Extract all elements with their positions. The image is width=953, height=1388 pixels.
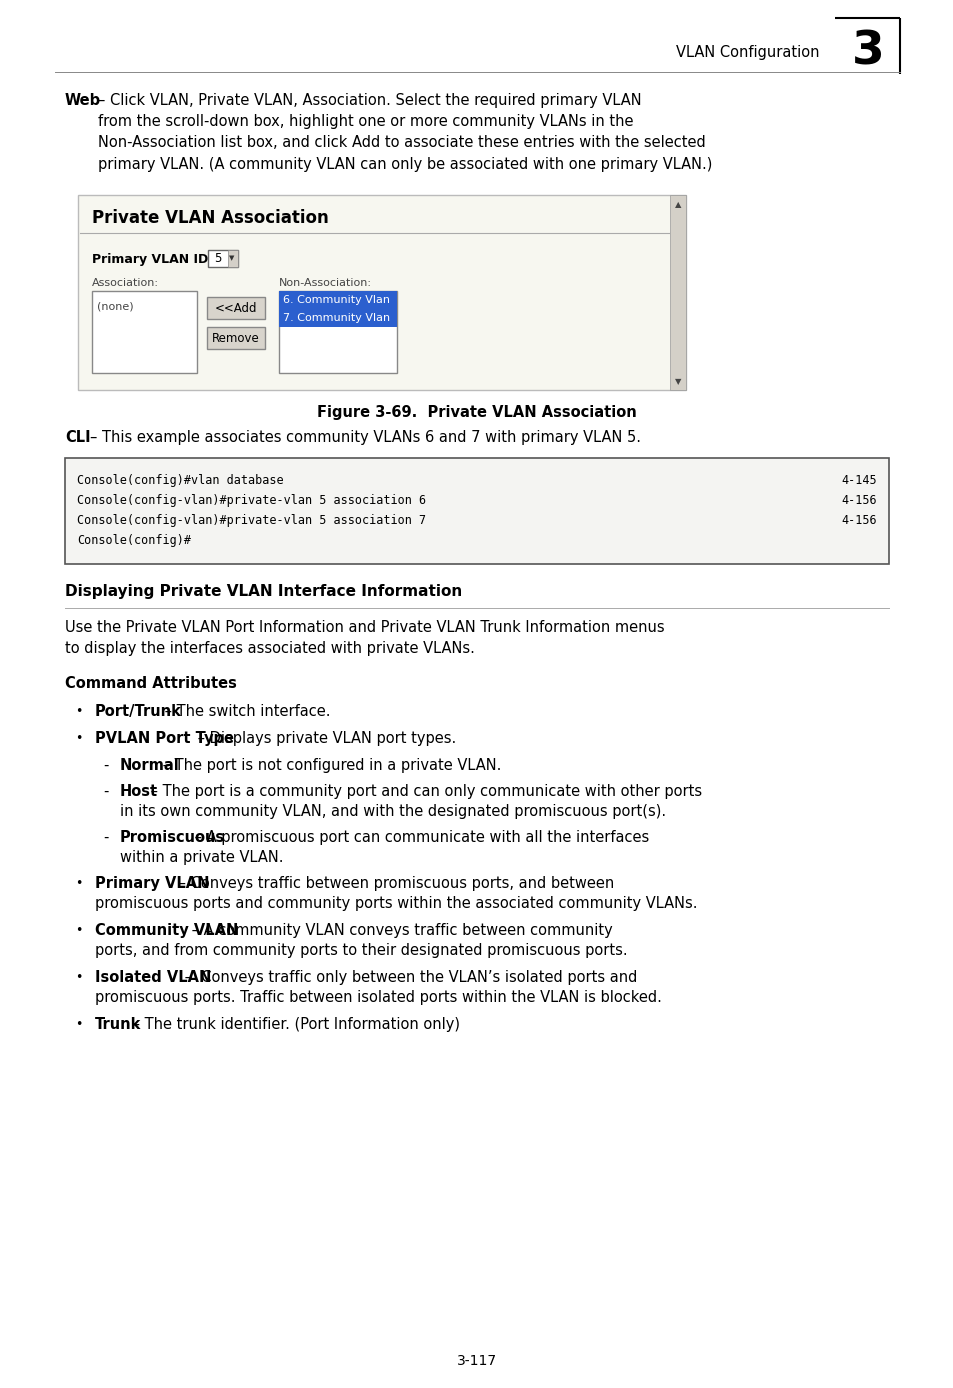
Bar bbox=[91, 291, 196, 373]
Text: Remove: Remove bbox=[212, 332, 259, 344]
Text: – The trunk identifier. (Port Information only): – The trunk identifier. (Port Informatio… bbox=[128, 1017, 459, 1033]
Text: in its own community VLAN, and with the designated promiscuous port(s).: in its own community VLAN, and with the … bbox=[120, 804, 665, 819]
Text: Console(config)#vlan database: Console(config)#vlan database bbox=[77, 473, 283, 487]
Bar bbox=[208, 250, 237, 266]
Text: Community VLAN: Community VLAN bbox=[95, 923, 238, 938]
Text: – The port is a community port and can only communicate with other ports: – The port is a community port and can o… bbox=[146, 784, 701, 799]
Bar bbox=[207, 297, 265, 319]
Text: – This example associates community VLANs 6 and 7 with primary VLAN 5.: – This example associates community VLAN… bbox=[90, 430, 640, 446]
Text: Console(config-vlan)#private-vlan 5 association 7: Console(config-vlan)#private-vlan 5 asso… bbox=[77, 514, 426, 527]
Text: Promiscuous: Promiscuous bbox=[120, 830, 225, 845]
Text: Isolated VLAN: Isolated VLAN bbox=[95, 970, 212, 985]
Text: 3: 3 bbox=[851, 29, 883, 75]
Text: promiscuous ports. Traffic between isolated ports within the VLAN is blocked.: promiscuous ports. Traffic between isola… bbox=[95, 990, 661, 1005]
Text: – The switch interface.: – The switch interface. bbox=[160, 704, 331, 719]
Text: Console(config)#: Console(config)# bbox=[77, 534, 191, 547]
Text: Private VLAN Association: Private VLAN Association bbox=[91, 210, 329, 228]
Text: – Displays private VLAN port types.: – Displays private VLAN port types. bbox=[193, 731, 456, 745]
Text: Use the Private VLAN Port Information and Private VLAN Trunk Information menus
t: Use the Private VLAN Port Information an… bbox=[65, 620, 664, 657]
Text: 4-145: 4-145 bbox=[841, 473, 876, 487]
Text: •: • bbox=[75, 705, 82, 718]
Text: Command Attributes: Command Attributes bbox=[65, 676, 236, 691]
Text: Trunk: Trunk bbox=[95, 1017, 141, 1033]
Text: •: • bbox=[75, 972, 82, 984]
Bar bbox=[228, 250, 237, 266]
Text: •: • bbox=[75, 924, 82, 937]
Text: CLI: CLI bbox=[65, 430, 91, 446]
Text: Normal: Normal bbox=[120, 758, 179, 773]
Bar bbox=[65, 458, 888, 564]
Text: PVLAN Port Type: PVLAN Port Type bbox=[95, 731, 233, 745]
Text: VLAN Configuration: VLAN Configuration bbox=[676, 44, 820, 60]
Text: Console(config-vlan)#private-vlan 5 association 6: Console(config-vlan)#private-vlan 5 asso… bbox=[77, 494, 426, 507]
Text: Figure 3-69.  Private VLAN Association: Figure 3-69. Private VLAN Association bbox=[316, 405, 637, 421]
Text: -: - bbox=[103, 758, 109, 773]
Text: Primary VLAN ID:: Primary VLAN ID: bbox=[91, 253, 213, 266]
Text: Association:: Association: bbox=[91, 278, 159, 287]
Text: •: • bbox=[75, 731, 82, 745]
Text: Primary VLAN: Primary VLAN bbox=[95, 876, 210, 891]
Text: •: • bbox=[75, 1017, 82, 1031]
Text: Web: Web bbox=[65, 93, 101, 108]
Text: 5: 5 bbox=[213, 251, 221, 265]
Text: Non-Association:: Non-Association: bbox=[278, 278, 372, 287]
Text: 3-117: 3-117 bbox=[456, 1355, 497, 1369]
Text: 7. Community Vlan: 7. Community Vlan bbox=[283, 314, 390, 323]
Text: 6. Community Vlan: 6. Community Vlan bbox=[283, 296, 390, 305]
Bar bbox=[278, 310, 396, 328]
Bar bbox=[278, 291, 396, 373]
Text: Host: Host bbox=[120, 784, 158, 799]
Text: promiscuous ports and community ports within the associated community VLANs.: promiscuous ports and community ports wi… bbox=[95, 897, 697, 911]
Bar bbox=[78, 194, 685, 390]
Text: -: - bbox=[103, 830, 109, 845]
Text: – Click VLAN, Private VLAN, Association. Select the required primary VLAN
from t: – Click VLAN, Private VLAN, Association.… bbox=[98, 93, 712, 172]
Text: ▲: ▲ bbox=[674, 200, 680, 210]
Text: <<Add: <<Add bbox=[214, 301, 257, 315]
Text: 4-156: 4-156 bbox=[841, 514, 876, 527]
Text: 4-156: 4-156 bbox=[841, 494, 876, 507]
Text: Port/Trunk: Port/Trunk bbox=[95, 704, 182, 719]
Text: Displaying Private VLAN Interface Information: Displaying Private VLAN Interface Inform… bbox=[65, 584, 462, 600]
Text: ▼: ▼ bbox=[229, 255, 234, 261]
Bar bbox=[278, 291, 396, 310]
Bar bbox=[207, 328, 265, 348]
Text: –  Conveys traffic only between the VLAN’s isolated ports and: – Conveys traffic only between the VLAN’… bbox=[180, 970, 637, 985]
Text: within a private VLAN.: within a private VLAN. bbox=[120, 849, 283, 865]
Text: – The port is not configured in a private VLAN.: – The port is not configured in a privat… bbox=[158, 758, 501, 773]
Text: – A promiscuous port can communicate with all the interfaces: – A promiscuous port can communicate wit… bbox=[191, 830, 649, 845]
Text: – Conveys traffic between promiscuous ports, and between: – Conveys traffic between promiscuous po… bbox=[173, 876, 613, 891]
Text: -: - bbox=[103, 784, 109, 799]
Bar bbox=[669, 194, 685, 390]
Text: •: • bbox=[75, 877, 82, 890]
Text: ▼: ▼ bbox=[674, 378, 680, 386]
Text: – A community VLAN conveys traffic between community: – A community VLAN conveys traffic betwe… bbox=[187, 923, 612, 938]
Text: ports, and from community ports to their designated promiscuous ports.: ports, and from community ports to their… bbox=[95, 942, 627, 958]
Text: (none): (none) bbox=[97, 301, 133, 311]
